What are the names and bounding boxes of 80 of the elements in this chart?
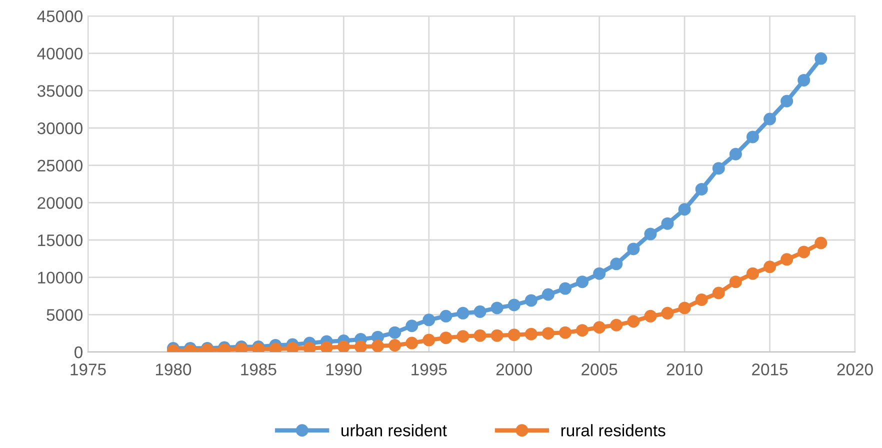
- y-tick-label: 40000: [37, 48, 82, 60]
- point: [780, 94, 794, 108]
- x-tick-label: 1985: [241, 364, 276, 376]
- point: [354, 340, 367, 352]
- point: [337, 340, 350, 352]
- point: [729, 148, 742, 160]
- point: [558, 282, 572, 295]
- y-tick-label: 35000: [37, 85, 82, 97]
- point: [661, 217, 674, 230]
- point: [524, 294, 538, 307]
- point: [508, 298, 520, 312]
- point: [627, 242, 640, 256]
- point: [712, 162, 725, 175]
- y-tick-label: 45000: [37, 10, 82, 22]
- point: [490, 302, 504, 314]
- point: [746, 267, 759, 280]
- point: [406, 320, 418, 332]
- point: [524, 328, 538, 340]
- x-tick-label: 2005: [582, 364, 618, 376]
- point: [456, 306, 470, 320]
- point: [593, 267, 606, 280]
- point: [320, 341, 333, 352]
- point: [798, 74, 810, 86]
- y-tick-label: 15000: [38, 234, 82, 246]
- point: [422, 314, 436, 326]
- point: [440, 332, 452, 344]
- y-tick-label: 30000: [37, 122, 82, 134]
- point: [712, 286, 725, 300]
- point: [814, 52, 828, 65]
- point: [388, 326, 402, 339]
- point: [286, 342, 299, 352]
- legend-label: urban resident: [342, 424, 447, 436]
- point: [490, 329, 504, 342]
- x-tick-label: 2015: [752, 364, 788, 376]
- y-tick-label: 25000: [38, 160, 82, 172]
- point: [558, 326, 572, 339]
- point: [678, 302, 691, 314]
- point: [610, 258, 623, 270]
- y-tick-label: 10000: [38, 272, 82, 284]
- point: [422, 334, 436, 346]
- point: [303, 342, 316, 352]
- point: [746, 130, 759, 144]
- point: [474, 305, 486, 318]
- x-tick-label: 2000: [496, 364, 532, 376]
- point: [644, 228, 657, 240]
- point: [661, 306, 674, 320]
- point: [695, 182, 708, 196]
- x-tick-label: 1995: [412, 364, 447, 376]
- point: [764, 112, 776, 126]
- x-tick-label: 1990: [326, 364, 362, 376]
- y-tick-label: 20000: [38, 197, 82, 209]
- point: [474, 329, 486, 342]
- point: [764, 260, 776, 274]
- legend-label: rural residents: [561, 424, 666, 436]
- point: [678, 203, 691, 216]
- x-tick-label: 2020: [837, 364, 873, 376]
- point: [576, 324, 589, 337]
- y-tick-label: 0: [74, 346, 82, 358]
- point: [798, 246, 810, 258]
- x-tick-label: 1980: [156, 364, 192, 376]
- point: [372, 340, 384, 352]
- point: [593, 321, 606, 334]
- point: [814, 236, 828, 250]
- x-tick-label: 2010: [666, 364, 702, 376]
- point: [695, 293, 708, 306]
- point: [610, 318, 623, 332]
- point: [508, 328, 520, 342]
- point: [440, 310, 452, 322]
- point: [542, 288, 554, 301]
- point: [388, 339, 402, 352]
- x-tick-label: 1975: [70, 364, 106, 376]
- y-tick-label: 5000: [46, 309, 82, 321]
- point: [729, 276, 742, 288]
- point: [780, 253, 794, 266]
- point: [627, 315, 640, 328]
- point: [406, 336, 418, 350]
- point: [644, 310, 657, 322]
- point: [576, 276, 589, 288]
- point: [542, 327, 554, 340]
- point: [456, 330, 470, 343]
